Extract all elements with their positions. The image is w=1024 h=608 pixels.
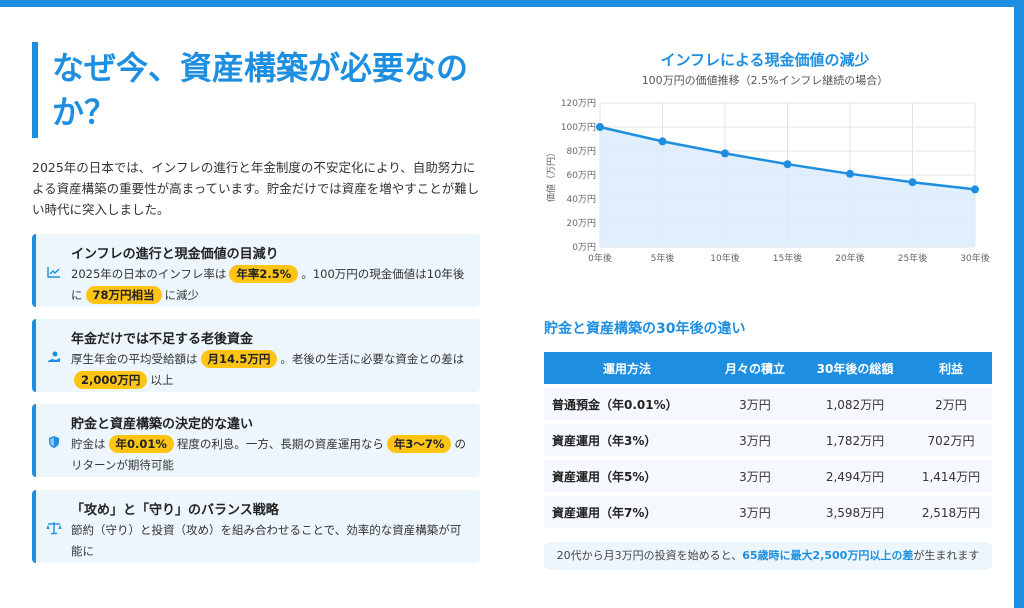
table-row: 普通預金（年0.01%） 3万円 1,082万円 2万円 [544, 388, 992, 420]
x-tick-label: 30年後 [960, 252, 989, 264]
table-row: 資産運用（年7%） 3万円 3,598万円 2,518万円 [544, 496, 992, 528]
highlight-badge: 年率2.5% [229, 265, 299, 283]
table-cell: 1,082万円 [800, 388, 910, 420]
highlight-badge: 78万円相当 [85, 286, 162, 304]
table-cell: 3万円 [710, 460, 800, 492]
series-area [600, 127, 975, 247]
title-block: なぜ今、資産構築が必要なのか？ [32, 42, 488, 138]
intro-text: 2025年の日本では、インフレの進行と年金制度の不安定化により、自助努力による資… [32, 160, 480, 217]
right-accent-bar [1014, 0, 1024, 608]
note-text: 20代から月3万円の投資を始めると、 [556, 549, 743, 562]
top-accent-bar [0, 0, 1024, 7]
table-cell: 2,518万円 [910, 496, 992, 528]
table-cell: 3万円 [710, 496, 800, 528]
table-cell: 1,414万円 [910, 460, 992, 492]
y-tick-label: 0万円 [572, 242, 596, 253]
card-balance: 「攻め」と「守り」のバランス戦略 節約（守り）と投資（攻め）を組み合わせることで… [32, 490, 480, 563]
data-point [658, 137, 667, 146]
card-title: 「攻め」と「守り」のバランス戦略 [71, 503, 279, 518]
table-cell: 3,598万円 [800, 496, 910, 528]
x-tick-label: 20年後 [835, 252, 864, 264]
y-tick-label: 60万円 [567, 170, 596, 181]
card-text: に減少 [164, 288, 200, 302]
y-tick-label: 20万円 [567, 218, 596, 229]
hand-coin-icon [46, 349, 62, 365]
card-text: 厚生年金の平均受給額は [71, 352, 198, 366]
card-body: 節約（守り）と投資（攻め）を組み合わせることで、効率的な資産構築が可能に [71, 523, 462, 558]
y-tick-label: 40万円 [567, 194, 596, 205]
table-cell: 2,494万円 [800, 460, 910, 492]
card-savings: 貯金と資産構築の決定的な違い 貯金は 年0.01% 程度の利息。一方、長期の資産運用… [32, 404, 480, 477]
data-point [783, 160, 792, 169]
highlight-badge: 2,000万円 [74, 371, 148, 389]
card-title: インフレの進行と現金価値の目減り [71, 247, 279, 262]
data-point [846, 169, 854, 178]
table-header: 運用方法 [544, 352, 710, 384]
card-title: 貯金と資産構築の決定的な違い [71, 417, 254, 432]
highlight-badge: 年0.01% [108, 435, 174, 453]
card-text: のリターンが期待可能 [71, 437, 466, 472]
table-title: 貯金と資産構築の30年後の違い [544, 321, 746, 337]
table-cell: 資産運用（年7%） [544, 496, 710, 528]
x-tick-label: 5年後 [651, 252, 675, 264]
y-tick-label: 120万円 [561, 98, 596, 109]
comparison-table: 運用方法 月々の積立 30年後の総額 利益 普通預金（年0.01%） 3万円 1… [544, 348, 992, 532]
x-tick-label: 0年後 [588, 252, 612, 264]
x-tick-label: 10年後 [710, 252, 739, 264]
chart-subtitle: 100万円の価値推移（2.5%インフレ継続の場合） [641, 74, 889, 87]
table-row: 資産運用（年5%） 3万円 2,494万円 1,414万円 [544, 460, 992, 492]
table-header: 30年後の総額 [800, 352, 910, 384]
summary-note: 20代から月3万円の投資を始めると、65歳時に最大2,500万円以上の差が生まれ… [544, 542, 992, 570]
table-header: 月々の積立 [710, 352, 800, 384]
highlight-badge: 月14.5万円 [200, 350, 278, 368]
table-row: 資産運用（年3%） 3万円 1,782万円 702万円 [544, 424, 992, 456]
data-point [596, 123, 604, 131]
y-axis-label: 価値（万円） [545, 148, 557, 202]
data-point [908, 178, 917, 187]
y-tick-label: 100万円 [561, 122, 596, 133]
table-cell: 資産運用（年3%） [544, 424, 710, 456]
note-text: が生まれます [913, 549, 980, 562]
balance-scale-icon [46, 520, 62, 536]
card-text: 。老後の生活に必要な資金との差は [280, 352, 465, 366]
table-cell: 普通預金（年0.01%） [544, 388, 710, 420]
chart-title: インフレによる現金価値の減少 [660, 51, 870, 69]
page-title: なぜ今、資産構築が必要なのか？ [52, 49, 469, 131]
card-text: 。100万円の現金価値は10年後に [71, 267, 465, 302]
card-pension: 年金だけでは不足する老後資金 厚生年金の平均受給額は 月14.5万円 。老後の生活に… [32, 319, 480, 392]
table-header: 利益 [910, 352, 992, 384]
y-tick-label: 80万円 [567, 146, 596, 157]
card-body: 厚生年金の平均受給額は 月14.5万円 。老後の生活に必要な資金との差は 2,000万… [71, 349, 471, 391]
card-body: 貯金は 年0.01% 程度の利息。一方、長期の資産運用なら 年3〜7% のリターンが期待… [71, 434, 471, 476]
inflation-line-chart: 0万円 20万円 40万円 60万円 80万円 100万円 120万円 0年後 5年後 10年後 1… [545, 98, 990, 264]
card-title: 年金だけでは不足する老後資金 [71, 332, 254, 347]
card-text: 程度の利息。一方、長期の資産運用なら [176, 437, 384, 451]
card-text: 2025年の日本のインフレ率は [71, 267, 227, 281]
table-cell: 資産運用（年5%） [544, 460, 710, 492]
table-cell: 702万円 [910, 424, 992, 456]
card-text: 以上 [150, 373, 174, 387]
x-tick-label: 15年後 [773, 252, 802, 264]
card-text: 貯金は [71, 437, 106, 451]
data-point [971, 185, 979, 194]
data-point [721, 149, 729, 158]
card-inflation: インフレの進行と現金価値の目減り 2025年の日本のインフレ率は 年率2.5% 。1… [32, 234, 480, 307]
chart-line-icon [46, 264, 62, 280]
table-cell: 3万円 [710, 424, 800, 456]
table-cell: 3万円 [710, 388, 800, 420]
table-header-row: 運用方法 月々の積立 30年後の総額 利益 [544, 352, 992, 384]
x-tick-label: 25年後 [898, 252, 927, 264]
table-cell: 2万円 [910, 388, 992, 420]
card-body: 2025年の日本のインフレ率は 年率2.5% 。100万円の現金価値は10年後に 78… [71, 264, 471, 306]
note-emphasis: 65歳時に最大2,500万円以上の差 [742, 549, 914, 562]
highlight-badge: 年3〜7% [386, 435, 452, 453]
table-cell: 1,782万円 [800, 424, 910, 456]
shield-icon [46, 434, 62, 450]
